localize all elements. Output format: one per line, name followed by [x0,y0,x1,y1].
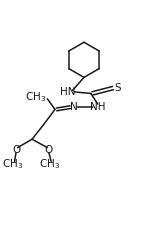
Text: N: N [70,102,78,112]
Text: NH: NH [90,102,106,112]
Text: CH$_3$: CH$_3$ [2,157,24,171]
Text: O: O [45,145,53,155]
Text: S: S [115,83,121,93]
Text: O: O [12,145,20,155]
Text: HN: HN [60,87,76,97]
Text: CH$_3$: CH$_3$ [25,90,46,104]
Text: CH$_3$: CH$_3$ [39,157,60,171]
